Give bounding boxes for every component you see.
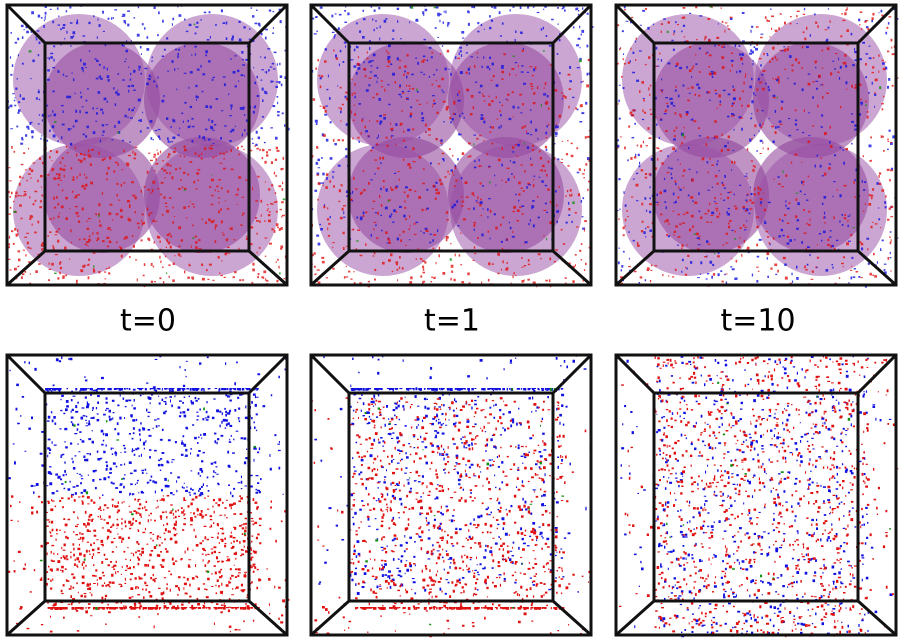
particles: [39, 407, 257, 610]
box-edge: [247, 353, 289, 395]
particle-panel: [5, 353, 290, 637]
box-outer: [309, 3, 593, 287]
box-edge: [614, 249, 656, 287]
box-edge: [856, 353, 898, 395]
box-outer: [309, 353, 593, 637]
box-edge: [856, 249, 898, 287]
box-edge: [247, 249, 289, 287]
sphere-panel: [309, 3, 594, 288]
box-edge: [614, 599, 656, 637]
sphere: [622, 14, 754, 146]
sphere: [13, 144, 145, 276]
particles: [364, 388, 564, 626]
box-edge: [614, 3, 656, 45]
box-edge: [247, 3, 289, 45]
particles: [7, 5, 290, 147]
particles: [311, 397, 593, 638]
particles: [314, 355, 587, 595]
box-outer: [5, 3, 289, 287]
particles: [619, 355, 899, 638]
sphere-panel: [614, 3, 899, 288]
box-inner: [652, 41, 860, 253]
sphere: [450, 144, 582, 276]
time-label: t=0: [120, 304, 176, 339]
box-edge: [247, 599, 289, 637]
time-label: t=1: [424, 304, 480, 339]
sphere: [146, 144, 278, 276]
box-edge: [856, 599, 898, 637]
box-edge: [551, 353, 593, 395]
particles: [311, 5, 594, 246]
box-edge: [551, 599, 593, 637]
particle-panel: [309, 353, 593, 638]
box-inner: [347, 41, 555, 253]
sphere: [317, 14, 449, 146]
box-edge: [551, 3, 593, 45]
box-edge: [309, 353, 351, 395]
sphere: [450, 14, 582, 146]
box-edge: [856, 3, 898, 45]
sphere: [755, 144, 887, 276]
sphere: [317, 144, 449, 276]
box-inner: [43, 41, 251, 253]
box-edge: [5, 249, 47, 287]
box-inner: [43, 391, 251, 603]
time-label: t=10: [720, 304, 795, 339]
box-edge: [309, 3, 351, 45]
box-edge: [614, 353, 656, 395]
particles: [7, 495, 290, 636]
box-inner: [652, 391, 860, 603]
particles: [8, 145, 289, 288]
sphere: [13, 14, 145, 146]
sphere-panel: [5, 3, 290, 288]
particle-panel: [614, 353, 899, 638]
box-edge: [309, 599, 351, 637]
box-outer: [5, 353, 289, 637]
particles: [620, 355, 897, 638]
box-edge: [551, 249, 593, 287]
box-edge: [309, 249, 351, 287]
box-outer: [614, 3, 898, 287]
particles: [8, 355, 287, 498]
box-outer: [614, 353, 898, 637]
box-edge: [5, 599, 47, 637]
box-edge: [5, 353, 47, 395]
box-edge: [5, 3, 47, 45]
box-inner: [347, 391, 555, 603]
